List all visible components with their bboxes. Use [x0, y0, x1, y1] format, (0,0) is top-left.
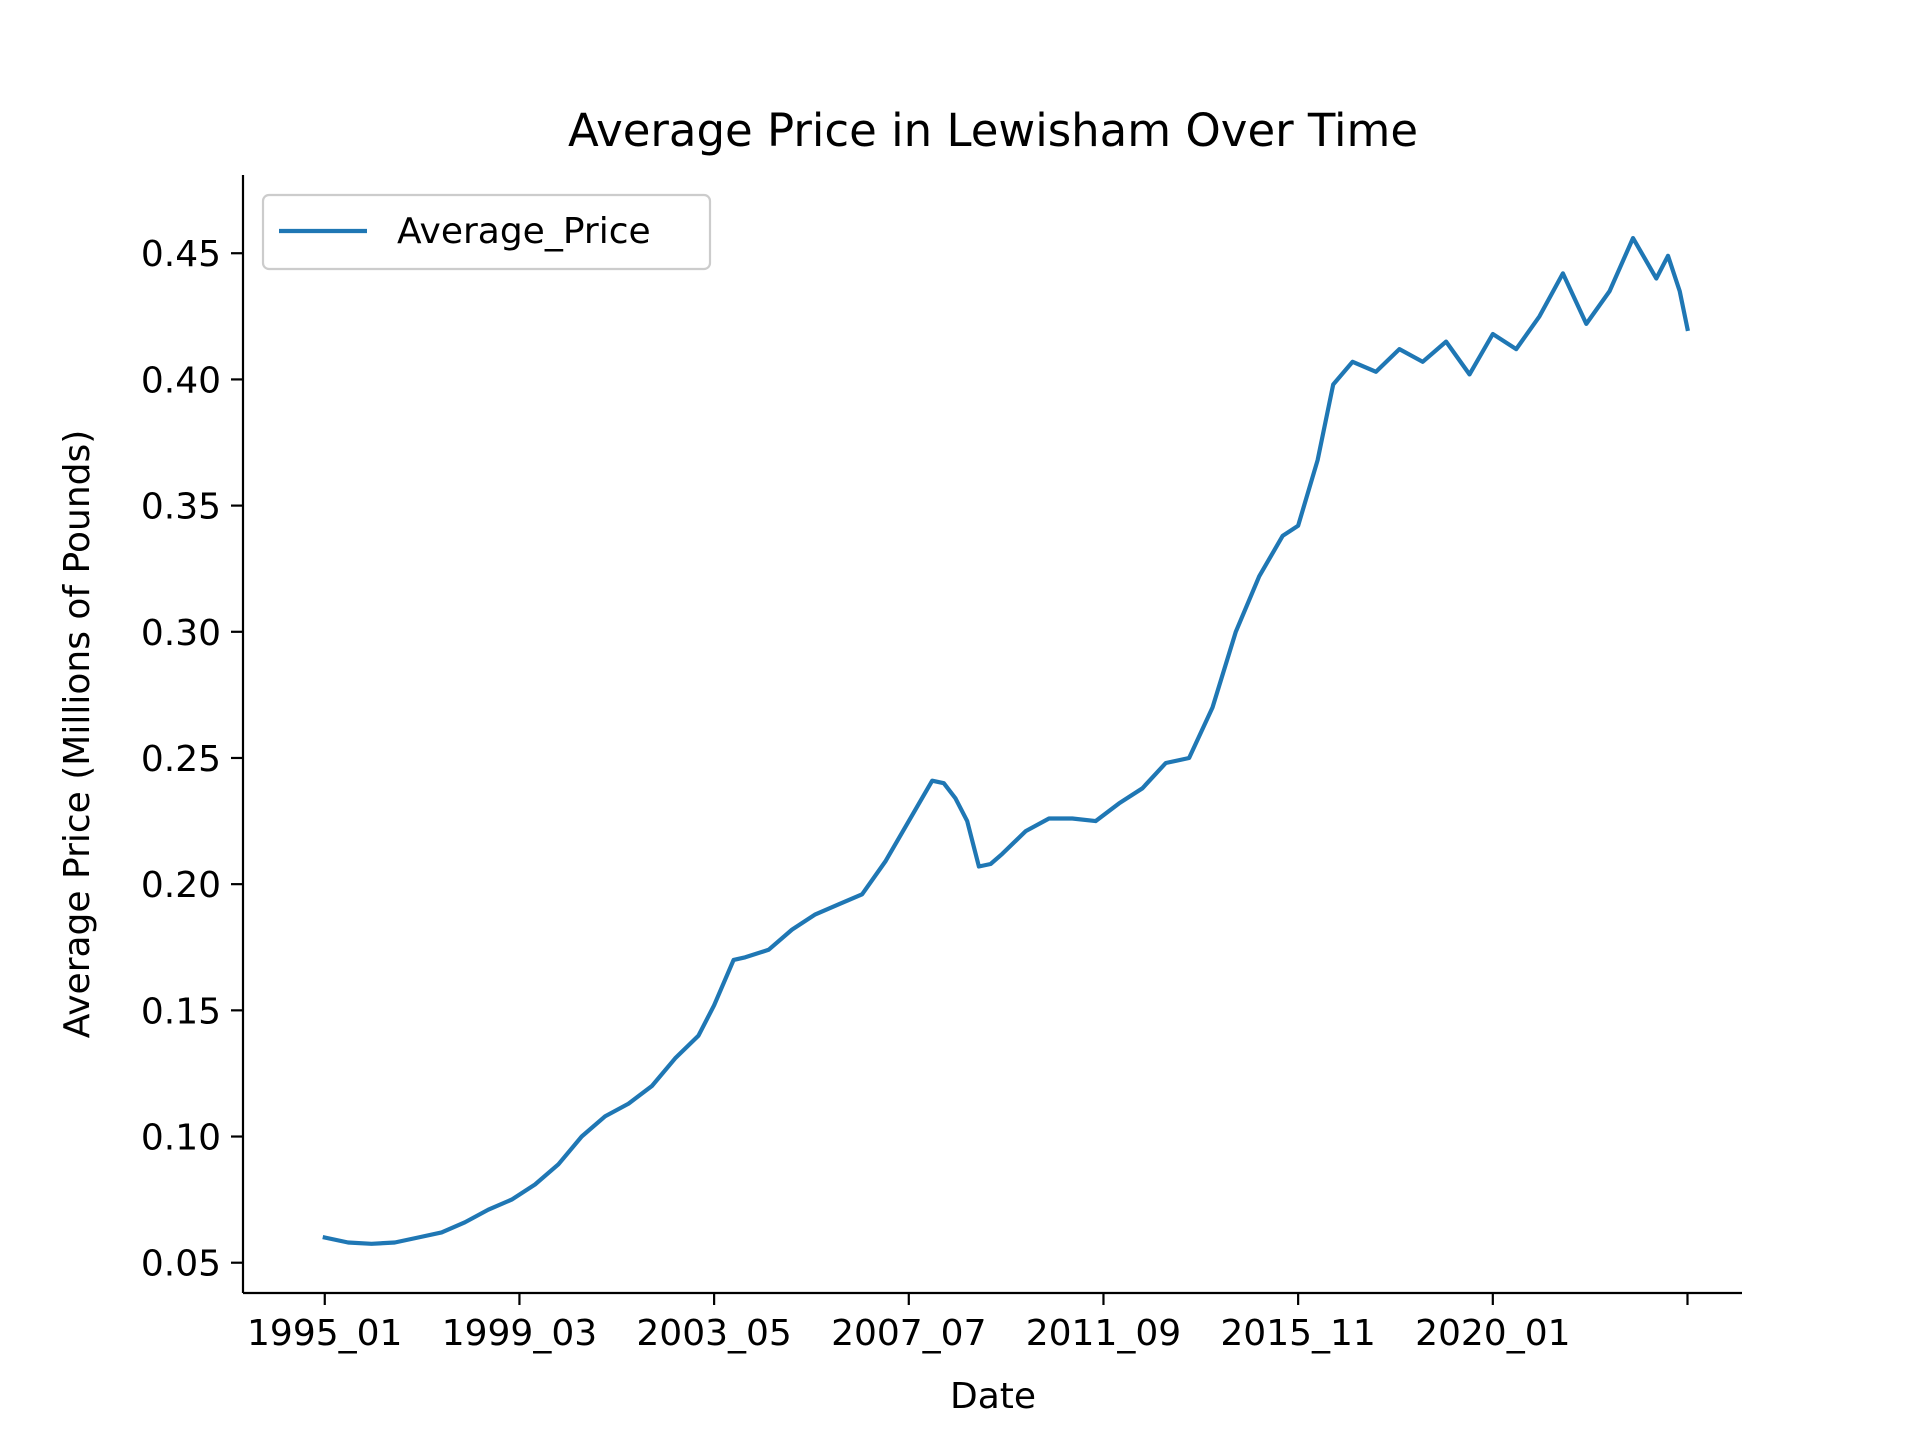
x-tick-label: 1995_01 [247, 1313, 402, 1354]
y-tick-label: 0.30 [141, 613, 221, 654]
series-line-average-price [322, 236, 1690, 1246]
y-ticks: 0.05 0.10 0.15 0.20 0.25 0.30 0.35 0.40 0.45 [141, 234, 243, 1285]
x-tick-label: 2015_11 [1220, 1313, 1375, 1354]
y-tick-label: 0.45 [141, 234, 221, 275]
plot-area [322, 236, 1690, 1246]
y-tick-label: 0.15 [141, 991, 221, 1032]
x-axis: 1995_01 1999_03 2003_05 2007_07 2011_09 2015_… [243, 1291, 1742, 1354]
y-tick-label: 0.35 [141, 487, 221, 528]
legend-box [261, 193, 712, 271]
y-tick-label: 0.10 [141, 1118, 221, 1159]
legend-label-average-price: Average_Price [397, 211, 651, 252]
y-tick-label: 0.40 [141, 360, 221, 401]
y-tick-label: 0.25 [141, 739, 221, 780]
x-tick-label: 2003_05 [636, 1313, 791, 1354]
x-tick-label: 1999_03 [442, 1313, 597, 1354]
y-tick-label: 0.05 [141, 1244, 221, 1285]
chart-title: Average Price in Lewisham Over Time [568, 104, 1418, 157]
x-tick-label: 2011_09 [1026, 1313, 1181, 1354]
y-axis: 0.05 0.10 0.15 0.20 0.25 0.30 0.35 0.40 0.45 [141, 175, 245, 1293]
x-axis-label: Date [950, 1376, 1036, 1417]
y-axis-label: Average Price (Millions of Pounds) [57, 430, 98, 1039]
y-tick-label: 0.20 [141, 865, 221, 906]
x-ticks: 1995_01 1999_03 2003_05 2007_07 2011_09 2015_… [247, 1293, 1689, 1354]
x-tick-label: 2007_07 [831, 1313, 986, 1354]
legend: Average_Price [261, 193, 712, 271]
x-tick-label: 2020_01 [1415, 1313, 1570, 1354]
